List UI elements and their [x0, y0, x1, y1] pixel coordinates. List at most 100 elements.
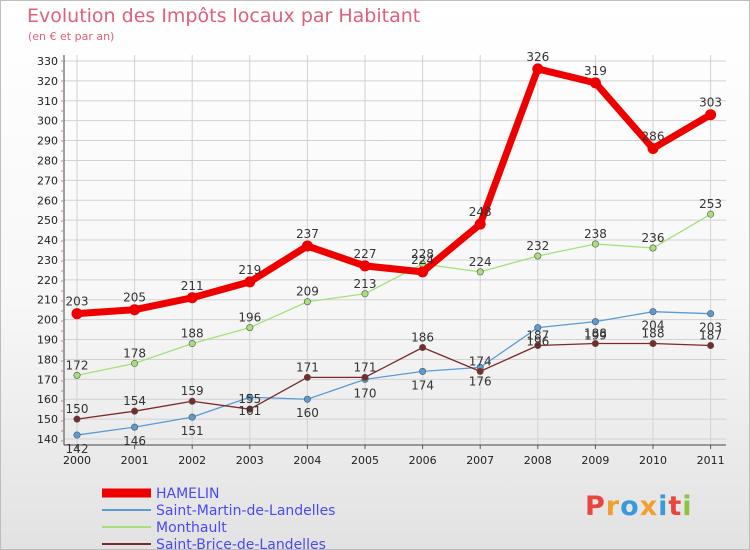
data-point: [649, 244, 657, 252]
y-tick-label: 160: [37, 393, 58, 406]
y-tick-label: 280: [37, 154, 58, 167]
data-label: 253: [699, 197, 722, 211]
data-point: [476, 367, 484, 375]
x-tick-label: 2009: [581, 454, 609, 467]
grid: [64, 55, 726, 445]
logo-letter: r: [605, 491, 621, 522]
x-tick-label: 2003: [236, 454, 264, 467]
data-point: [707, 342, 715, 350]
axes: 140 150 160 170 180 190 200 210 220 230 240 250 260 2…: [37, 55, 726, 467]
logo-letter: i: [682, 491, 693, 522]
data-point: [188, 340, 196, 348]
data-point: [359, 260, 371, 272]
data-label: 204: [642, 319, 665, 333]
data-label: 160: [296, 406, 319, 420]
data-label: 188: [181, 327, 204, 341]
data-label: 151: [181, 424, 204, 438]
y-tick-label: 250: [37, 214, 58, 227]
data-label: 196: [238, 311, 261, 325]
data-point: [707, 310, 715, 318]
data-label: 238: [584, 227, 607, 241]
data-point: [417, 266, 429, 278]
x-tick-label: 2006: [409, 454, 437, 467]
series-line-1: [76, 311, 712, 436]
x-tick-label: 2000: [63, 454, 91, 467]
y-tick-label: 330: [37, 55, 58, 68]
data-label: 213: [354, 277, 377, 291]
x-tick-label: 2005: [351, 454, 379, 467]
y-tick-label: 310: [37, 95, 58, 108]
y-tick-label: 190: [37, 334, 58, 347]
y-tick-label: 150: [37, 413, 58, 426]
data-point: [361, 373, 369, 381]
data-point: [71, 308, 83, 320]
data-label: 232: [526, 239, 549, 253]
data-point: [647, 143, 659, 155]
data-point: [589, 77, 601, 89]
data-label: 219: [238, 263, 261, 277]
data-label: 209: [296, 285, 319, 299]
logo-letter: P: [585, 491, 606, 522]
data-point: [303, 395, 311, 403]
y-tick-label: 180: [37, 353, 58, 366]
data-point: [705, 109, 717, 121]
series-line-3: [76, 342, 712, 420]
data-label: 227: [354, 247, 377, 261]
chart-subtitle: (en € et par an): [28, 30, 115, 43]
y-tick-label: 220: [37, 274, 58, 287]
data-labels: 142 146 151 161 160 170 174 176 196 199 204 203 172 1…: [66, 50, 723, 456]
data-point: [188, 413, 196, 421]
data-label: 142: [66, 442, 89, 456]
y-tick-label: 320: [37, 75, 58, 88]
data-point: [591, 318, 599, 326]
data-label: 155: [238, 392, 261, 406]
data-point: [707, 210, 715, 218]
data-label: 159: [181, 384, 204, 398]
data-point: [303, 373, 311, 381]
data-label: 224: [469, 255, 492, 269]
x-tick-label: 2001: [121, 454, 149, 467]
legend-label: HAMELIN: [156, 486, 219, 502]
data-label: 171: [296, 360, 319, 374]
x-tick-label: 2007: [466, 454, 494, 467]
proxiti-logo: Proxiti: [585, 491, 693, 522]
y-tick-label: 140: [37, 433, 58, 446]
data-label: 326: [526, 50, 549, 64]
data-label: 146: [123, 434, 146, 448]
logo-letter: o: [620, 491, 640, 522]
data-point: [131, 359, 139, 367]
data-point: [534, 252, 542, 260]
data-label: 172: [66, 358, 89, 372]
data-point: [361, 290, 369, 298]
data-label: 205: [123, 291, 146, 305]
data-label: 178: [123, 346, 146, 360]
data-label: 224: [411, 253, 434, 267]
data-label: 196: [526, 335, 549, 349]
data-label: 188: [642, 327, 665, 341]
data-label: 188: [584, 327, 607, 341]
y-tick-label: 210: [37, 294, 58, 307]
data-label: 248: [469, 205, 492, 219]
data-point: [419, 367, 427, 375]
y-tick-label: 260: [37, 194, 58, 207]
y-tick-label: 170: [37, 373, 58, 386]
data-label: 186: [411, 331, 434, 345]
data-label: 228: [411, 247, 434, 261]
data-point: [649, 308, 657, 316]
data-point: [131, 407, 139, 415]
legend-label: Saint-Martin-de-Landelles: [156, 503, 335, 519]
data-point: [246, 405, 254, 413]
data-label: 174: [411, 378, 434, 392]
data-point: [591, 340, 599, 348]
series-line-0: [73, 65, 715, 318]
y-tick-label: 290: [37, 135, 58, 148]
y-tick-label: 240: [37, 234, 58, 247]
data-point: [129, 304, 141, 316]
y-tick-label: 270: [37, 174, 58, 187]
data-label: 203: [699, 321, 722, 335]
data-label: 286: [642, 130, 665, 144]
data-point: [73, 371, 81, 379]
data-point: [419, 343, 427, 351]
